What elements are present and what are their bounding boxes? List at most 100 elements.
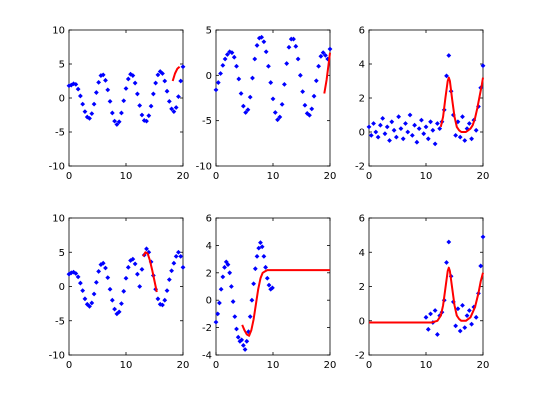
data-point	[157, 69, 163, 74]
data-point	[164, 288, 170, 294]
data-point	[162, 297, 168, 303]
data-point	[109, 297, 115, 303]
data-point	[384, 124, 390, 130]
data-point	[112, 118, 117, 124]
data-point	[466, 308, 472, 313]
data-point	[266, 282, 272, 288]
data-point	[71, 269, 76, 275]
x-tick-label: 20	[177, 360, 190, 371]
data-point	[382, 131, 388, 137]
data-point	[139, 266, 145, 272]
data-point	[400, 136, 406, 142]
data-point	[176, 94, 181, 100]
data-point	[435, 332, 440, 337]
data-point	[473, 127, 479, 133]
data-point	[157, 301, 163, 307]
data-point	[409, 133, 415, 138]
data-point	[270, 96, 276, 102]
data-point	[368, 133, 374, 138]
data-point	[272, 110, 278, 115]
data-point	[112, 306, 117, 312]
subplot-top-left: 0 10 20 -10 -5 0 5 10	[49, 26, 190, 183]
data-point	[234, 326, 239, 332]
y-tick-label: 0	[206, 296, 212, 307]
data-point	[123, 275, 129, 281]
data-point	[421, 131, 427, 137]
data-point	[423, 124, 429, 130]
x-tick-label: 20	[177, 171, 190, 182]
x-tick-label: 20	[477, 171, 490, 182]
x-tick-label: 10	[120, 171, 133, 182]
data-point	[87, 303, 92, 309]
data-point	[107, 286, 113, 292]
data-point	[270, 285, 275, 291]
data-point	[460, 302, 465, 308]
y-tick-label: 4	[206, 241, 212, 252]
fit-line	[241, 269, 330, 337]
y-tick-label: -10	[49, 162, 65, 173]
data-point	[378, 122, 383, 128]
data-point	[119, 301, 124, 307]
data-point	[259, 244, 265, 250]
x-tick-label: 0	[213, 171, 219, 182]
x-tick-label: 10	[267, 360, 280, 371]
data-point	[239, 337, 245, 343]
data-point	[412, 122, 417, 128]
axes-frame	[68, 217, 184, 356]
data-point	[261, 253, 267, 259]
subplot-bottom-middle: 0 10 20 -4 -2 0 2 4 6	[202, 214, 336, 372]
data-point	[256, 245, 262, 251]
data-point	[171, 109, 177, 114]
data-point	[84, 114, 90, 120]
data-point	[125, 264, 131, 270]
x-tick-label: 10	[420, 360, 433, 371]
y-tick-label: -2	[355, 351, 365, 362]
data-point	[266, 63, 271, 69]
data-point	[469, 321, 474, 327]
data-point	[227, 49, 233, 55]
data-point	[396, 114, 402, 120]
data-point	[84, 301, 90, 307]
data-point	[222, 264, 227, 270]
x-tick-label: 20	[324, 360, 337, 371]
y-tick-label: -5	[55, 316, 65, 327]
data-point	[393, 134, 399, 140]
y-tick-label: 0	[359, 128, 365, 139]
data-point	[231, 54, 237, 60]
data-point	[171, 260, 177, 266]
data-point	[462, 138, 468, 143]
data-point	[225, 262, 231, 267]
data-point	[249, 297, 255, 303]
data-point	[320, 50, 326, 56]
y-tick-label: 6	[359, 26, 365, 37]
data-point	[153, 80, 159, 86]
data-point	[371, 121, 376, 126]
data-point	[293, 43, 299, 49]
data-point	[180, 64, 186, 70]
data-point	[225, 52, 230, 57]
data-point	[464, 313, 470, 319]
data-point	[251, 281, 257, 287]
y-tick-label: 4	[359, 248, 365, 259]
x-tick-label: 20	[324, 171, 337, 182]
y-tick-label: -5	[202, 116, 212, 127]
data-point	[89, 111, 95, 117]
data-point	[254, 253, 260, 259]
data-point	[229, 50, 235, 56]
data-point	[416, 126, 422, 131]
data-point	[387, 138, 392, 143]
data-point	[318, 53, 324, 59]
y-tick-label: 2	[359, 282, 365, 293]
y-tick-label: 0	[359, 316, 365, 327]
data-point	[391, 127, 397, 133]
data-point	[453, 133, 459, 138]
y-tick-label: 10	[52, 214, 65, 225]
x-tick-label: 10	[420, 171, 433, 182]
y-tick-label: 2	[359, 94, 365, 105]
data-point	[82, 109, 88, 114]
data-point	[73, 271, 79, 276]
data-point	[389, 119, 395, 125]
